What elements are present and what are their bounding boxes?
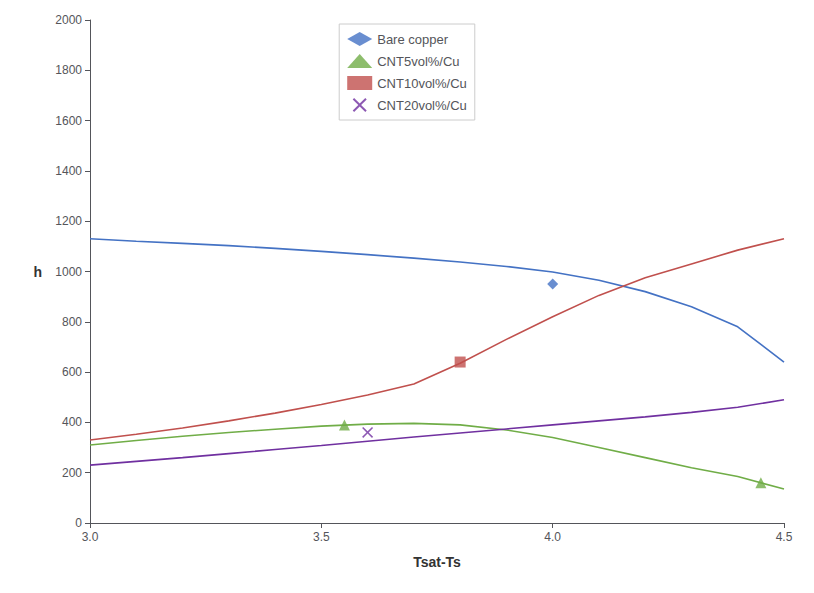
- svg-text:Bare copper: Bare copper: [377, 32, 448, 47]
- svg-text:1400: 1400: [55, 164, 82, 178]
- svg-text:1000: 1000: [55, 265, 82, 279]
- svg-text:CNT10vol%/Cu: CNT10vol%/Cu: [377, 76, 467, 91]
- svg-text:600: 600: [62, 365, 82, 379]
- svg-text:400: 400: [62, 415, 82, 429]
- svg-text:200: 200: [62, 466, 82, 480]
- svg-text:1600: 1600: [55, 114, 82, 128]
- svg-text:h: h: [33, 264, 42, 280]
- svg-text:Tsat-Ts: Tsat-Ts: [413, 554, 461, 570]
- svg-text:CNT5vol%/Cu: CNT5vol%/Cu: [377, 54, 459, 69]
- svg-text:4.0: 4.0: [544, 530, 561, 544]
- svg-text:2000: 2000: [55, 13, 82, 27]
- svg-text:3.0: 3.0: [82, 530, 99, 544]
- svg-text:0: 0: [75, 516, 82, 530]
- svg-text:800: 800: [62, 315, 82, 329]
- svg-text:1800: 1800: [55, 63, 82, 77]
- svg-text:1200: 1200: [55, 214, 82, 228]
- svg-text:CNT20vol%/Cu: CNT20vol%/Cu: [377, 98, 467, 113]
- svg-text:4.5: 4.5: [776, 530, 793, 544]
- svg-text:3.5: 3.5: [313, 530, 330, 544]
